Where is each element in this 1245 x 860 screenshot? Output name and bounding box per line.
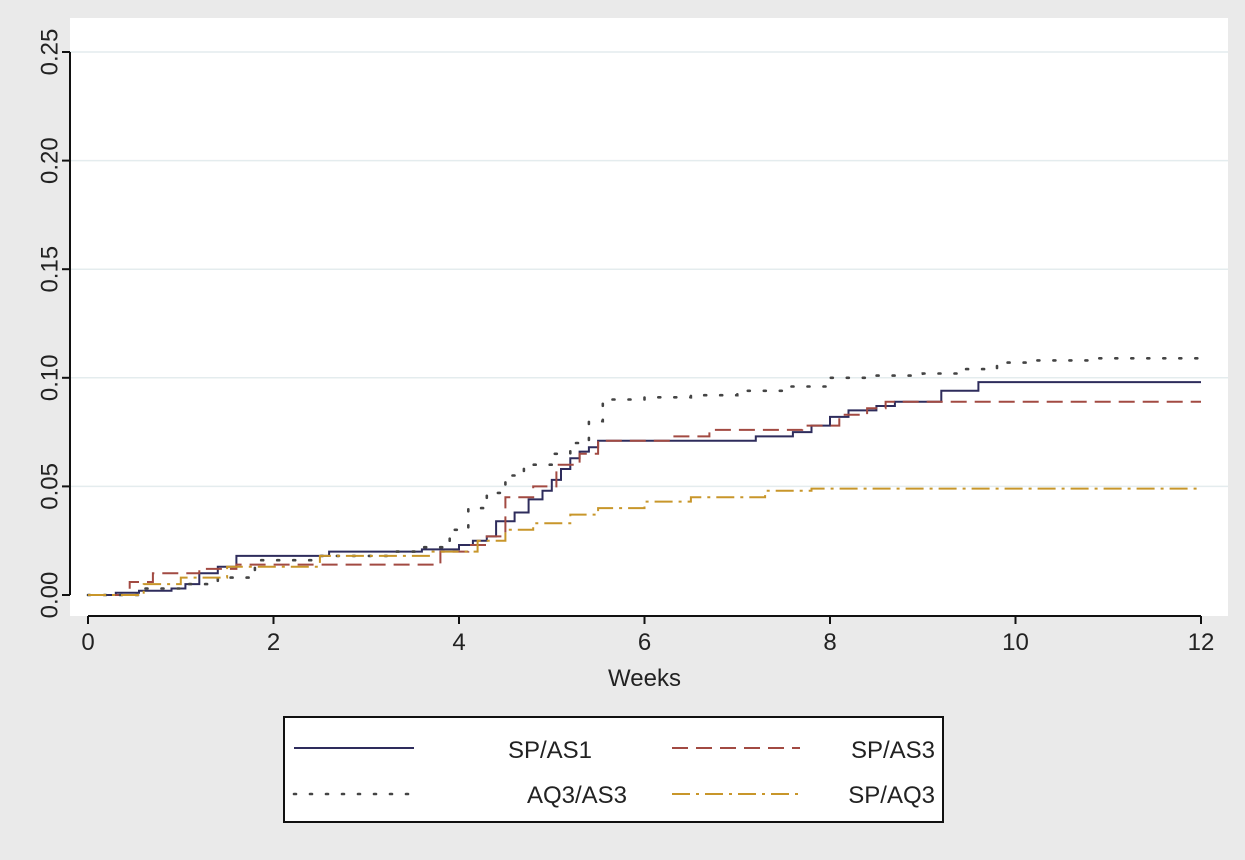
series-line-sp-aq3 — [88, 487, 1201, 596]
x-tick-label-0: 0 — [81, 629, 94, 656]
series-line-sp-as3 — [88, 400, 1201, 596]
legend: SP/AS1 SP/AS3 AQ3/AS3 SP/AQ3 — [283, 716, 944, 823]
series-lines — [86, 357, 1203, 597]
axes: 0.00 0.05 0.10 0.15 0.20 0.25 0 2 4 6 8 10 12 — [37, 29, 1215, 656]
series-line-aq3-as3 — [86, 357, 1203, 597]
gridlines — [70, 51, 1228, 488]
y-tick-label-5: 0.25 — [37, 29, 64, 76]
y-tick-label-3: 0.15 — [37, 246, 64, 293]
x-tick-label-1: 2 — [267, 629, 280, 656]
y-tick-label-4: 0.20 — [37, 137, 64, 184]
x-tick-label-2: 4 — [452, 629, 465, 656]
legend-box — [283, 716, 944, 823]
series-line-sp-as1 — [88, 381, 1201, 596]
legend-label-aq3-as3: AQ3/AS3 — [527, 782, 627, 809]
y-tick-label-1: 0.05 — [37, 463, 64, 510]
legend-label-sp-as3: SP/AS3 — [851, 737, 935, 764]
x-tick-label-3: 6 — [638, 629, 651, 656]
y-tick-label-2: 0.10 — [37, 354, 64, 401]
x-tick-label-4: 8 — [823, 629, 836, 656]
x-tick-label-5: 10 — [1002, 629, 1029, 656]
y-tick-label-0: 0.00 — [37, 572, 64, 619]
legend-label-sp-as1: SP/AS1 — [508, 737, 592, 764]
x-tick-label-6: 12 — [1188, 629, 1215, 656]
plot-area — [70, 18, 1228, 616]
x-axis-label: Weeks — [608, 665, 681, 692]
legend-label-sp-aq3: SP/AQ3 — [848, 782, 935, 809]
